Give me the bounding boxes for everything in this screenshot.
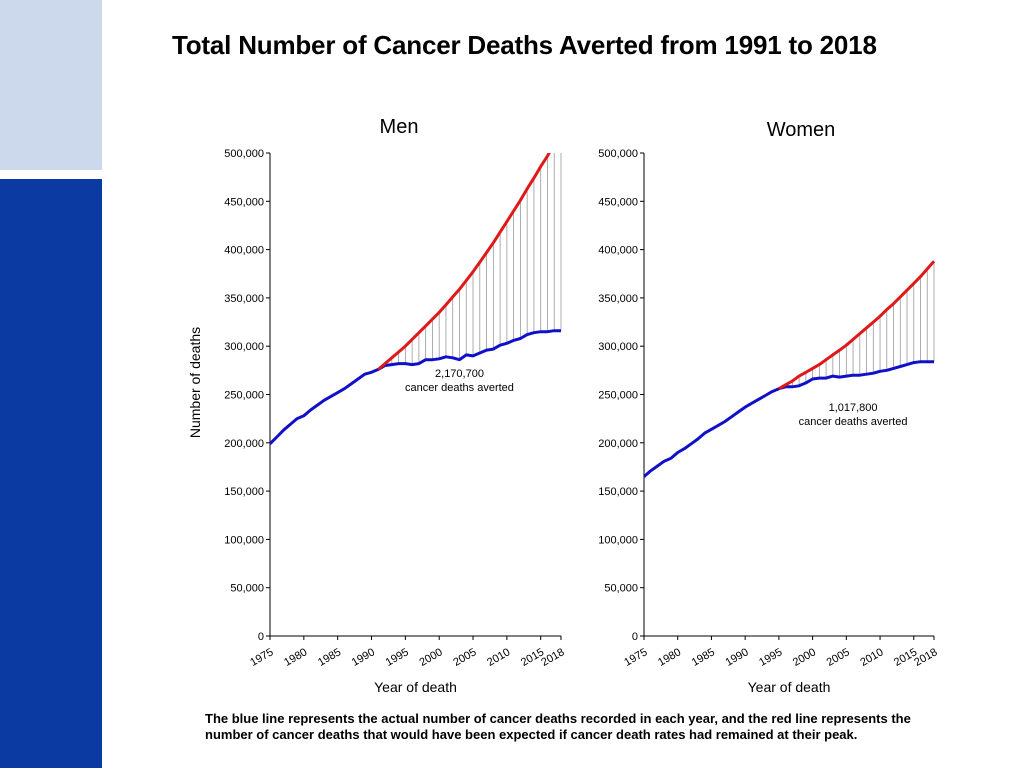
y-tick-label: 400,000	[598, 245, 638, 257]
y-tick-label: 100,000	[598, 534, 638, 546]
y-tick-label: 0	[632, 631, 638, 643]
expected-deaths-line	[377, 153, 551, 371]
x-tick-label: 2010	[858, 646, 885, 669]
x-tick-label: 2018	[912, 646, 939, 669]
caption: The blue line represents the actual numb…	[205, 711, 911, 742]
y-tick-label: 500,000	[598, 148, 638, 160]
y-tick-label: 450,000	[598, 196, 638, 208]
x-tick-label: 2005	[451, 646, 478, 669]
y-tick-label: 250,000	[598, 390, 638, 402]
averted-count-label: 2,170,700	[435, 368, 484, 380]
x-tick-label: 1990	[350, 646, 377, 669]
sidebar-band-light	[0, 0, 102, 170]
x-tick-label: 2010	[485, 646, 512, 669]
y-tick-label: 150,000	[598, 486, 638, 498]
y-tick-label: 150,000	[224, 486, 264, 498]
y-tick-label: 50,000	[604, 583, 638, 595]
x-tick-label: 2005	[825, 646, 852, 669]
x-tick-label: 1980	[282, 646, 309, 669]
slide-title: Total Number of Cancer Deaths Averted fr…	[172, 30, 877, 60]
y-axis-label: Number of deaths	[187, 327, 203, 438]
y-tick-label: 250,000	[224, 390, 264, 402]
x-axis-label: Year of death	[374, 679, 457, 695]
y-tick-label: 400,000	[224, 245, 264, 257]
panel-title: Men	[380, 116, 419, 138]
x-tick-label: 2000	[417, 646, 444, 669]
averted-count-label: 1,017,800	[829, 402, 878, 414]
y-tick-label: 200,000	[598, 438, 638, 450]
y-tick-label: 300,000	[598, 341, 638, 353]
x-axis-label: Year of death	[748, 679, 831, 695]
actual-deaths-line	[644, 360, 934, 478]
y-tick-label: 300,000	[224, 341, 264, 353]
expected-deaths-line	[778, 260, 936, 390]
x-tick-label: 1985	[316, 646, 343, 669]
x-tick-label: 2000	[791, 646, 818, 669]
x-tick-label: 2018	[539, 646, 566, 669]
y-tick-label: 0	[258, 631, 264, 643]
y-tick-label: 200,000	[224, 438, 264, 450]
y-tick-label: 50,000	[230, 583, 264, 595]
y-tick-label: 100,000	[224, 534, 264, 546]
actual-deaths-line	[270, 329, 561, 445]
x-tick-label: 1990	[723, 646, 750, 669]
y-tick-label: 350,000	[598, 293, 638, 305]
x-tick-label: 1995	[757, 646, 784, 669]
y-tick-label: 500,000	[224, 148, 264, 160]
averted-text-label: cancer deaths averted	[405, 382, 514, 394]
x-tick-label: 1985	[690, 646, 717, 669]
x-tick-label: 1995	[384, 646, 411, 669]
y-tick-label: 350,000	[224, 293, 264, 305]
x-tick-label: 1975	[622, 646, 649, 669]
x-tick-label: 1975	[248, 646, 275, 669]
y-tick-label: 450,000	[224, 196, 264, 208]
panel-title: Women	[767, 119, 836, 141]
averted-text-label: cancer deaths averted	[799, 416, 908, 428]
sidebar-band-dark	[0, 179, 102, 768]
x-tick-label: 1980	[656, 646, 683, 669]
